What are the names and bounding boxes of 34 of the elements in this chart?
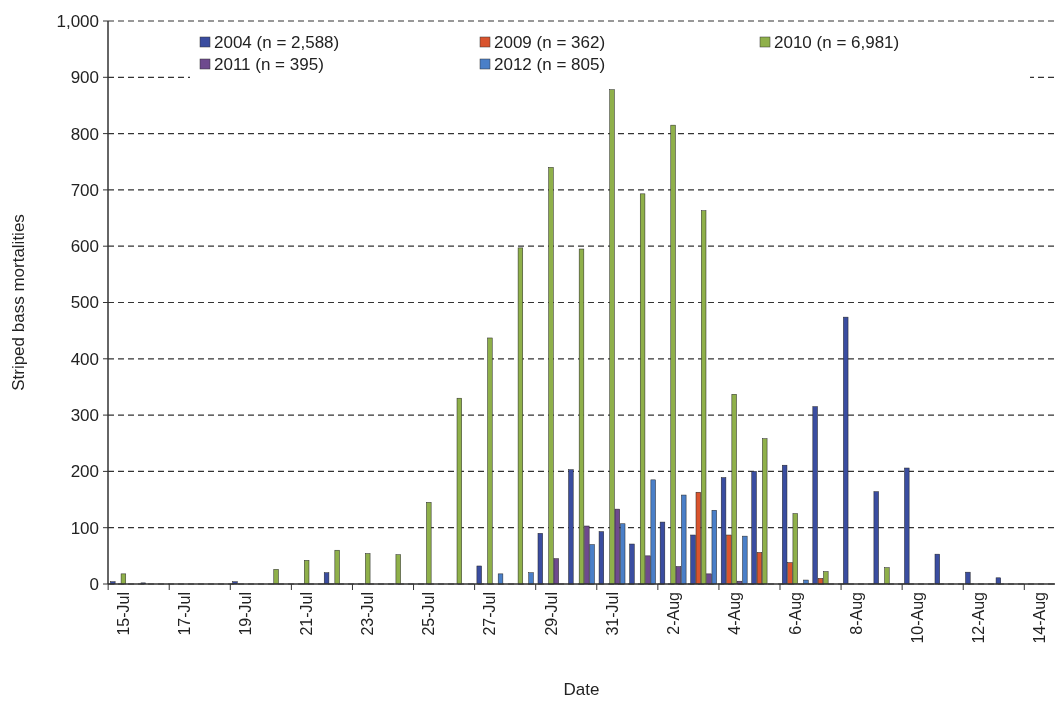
x-tick-label: 4-Aug (725, 592, 743, 635)
x-tick-label: 14-Aug (1031, 592, 1049, 644)
y-axis-title: Striped bass mortalities (9, 214, 28, 391)
x-tick-label: 8-Aug (847, 592, 865, 635)
y-tick-label: 500 (70, 293, 99, 313)
y-tick-label: 1,000 (56, 11, 99, 31)
legend-label: 2011 (n = 395) (214, 54, 324, 74)
x-tick-label: 21-Jul (298, 592, 316, 636)
x-tick-label: 10-Aug (909, 592, 927, 644)
y-tick-label: 900 (70, 68, 99, 88)
y-tick-label: 700 (70, 180, 99, 200)
y-tick-label: 100 (70, 518, 99, 538)
x-tick-label: 17-Jul (176, 592, 194, 636)
y-tick-label: 200 (70, 462, 99, 482)
legend-label: 2009 (n = 362) (494, 32, 606, 52)
y-tick-label: 800 (70, 124, 99, 144)
legend-label: 2012 (n = 805) (494, 54, 606, 74)
x-tick-label: 29-Jul (542, 592, 560, 636)
x-tick-label: 23-Jul (359, 592, 377, 636)
x-tick-label: 27-Jul (481, 592, 499, 636)
x-tick-label: 25-Jul (420, 592, 438, 636)
y-tick-label: 300 (70, 406, 99, 426)
x-axis-title: Date (563, 680, 600, 699)
legend-label: 2004 (n = 2,588) (214, 32, 340, 52)
y-tick-label: 0 (89, 574, 99, 594)
x-tick-label: 15-Jul (115, 592, 133, 636)
x-tick-label: 6-Aug (786, 592, 804, 635)
x-tick-label: 31-Jul (603, 592, 621, 636)
x-tick-label: 19-Jul (237, 592, 255, 636)
y-tick-label: 400 (70, 349, 99, 369)
x-tick-label: 12-Aug (970, 592, 988, 644)
legend-label: 2010 (n = 6,981) (774, 32, 900, 52)
x-tick-label: 2-Aug (664, 592, 682, 635)
y-tick-label: 600 (70, 237, 99, 257)
